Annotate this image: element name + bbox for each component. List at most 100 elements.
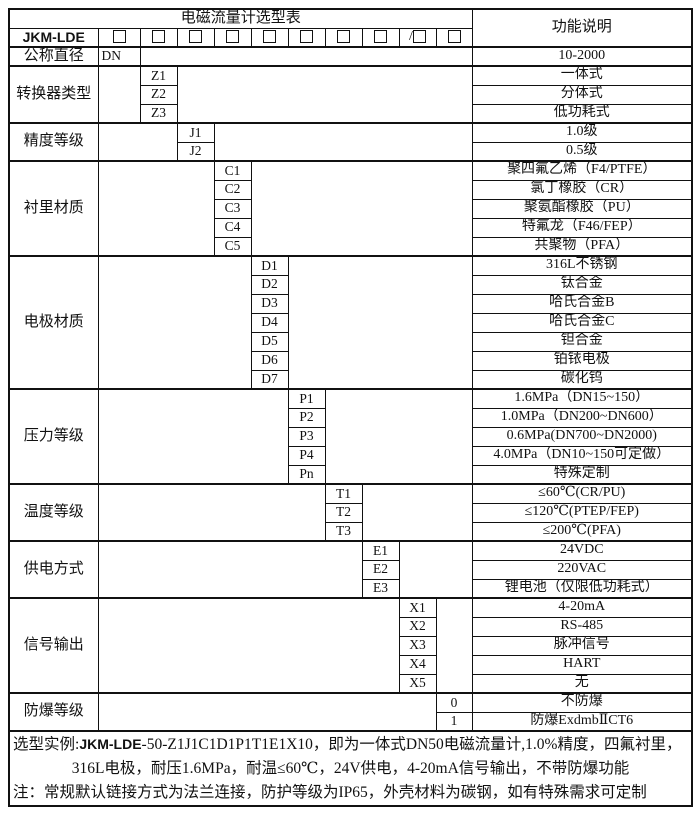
example-model-code: JKM-LDE <box>79 736 142 752</box>
description-cell: 哈氏合金C <box>471 312 693 333</box>
selection-example-line2: 316L电极，耐压1.6MPa，耐温≤60℃，24V供电，4-20mA信号输出，… <box>71 760 630 777</box>
checkbox-cell: / <box>398 27 437 48</box>
description-cell: 1.0级 <box>471 122 693 143</box>
description-cell: 共聚物（PFA） <box>471 236 693 257</box>
model-label: JKM-LDE <box>8 27 99 48</box>
code-cell: Z3 <box>139 103 178 124</box>
code-cell: Z2 <box>139 84 178 105</box>
description-cell: 哈氏合金B <box>471 293 693 314</box>
code-cell: X5 <box>398 673 437 694</box>
description-cell: 316L不锈钢 <box>471 255 693 276</box>
description-cell: 4-20mA <box>471 597 693 618</box>
spacer-cell <box>97 65 141 124</box>
category-label: 精度等级 <box>8 122 99 162</box>
description-cell: 特殊定制 <box>471 464 693 485</box>
code-cell: X1 <box>398 597 437 618</box>
spacer-cell <box>324 388 473 485</box>
category-label: 电极材质 <box>8 255 99 390</box>
code-cell: X2 <box>398 616 437 637</box>
code-cell: DN <box>97 46 141 67</box>
code-cell: E2 <box>361 559 400 580</box>
description-cell: 10-2000 <box>471 46 693 67</box>
description-cell: 聚四氟乙烯（F4/PTFE） <box>471 160 693 181</box>
description-cell: 特氟龙（F46/FEP） <box>471 217 693 238</box>
checkbox-icon <box>374 30 387 44</box>
spacer-cell <box>176 65 473 124</box>
description-cell: 脉冲信号 <box>471 635 693 656</box>
spacer-cell <box>97 597 400 694</box>
code-cell: E3 <box>361 578 400 599</box>
description-cell: 0.6MPa(DN700~DN2000) <box>471 426 693 447</box>
category-label: 压力等级 <box>8 388 99 485</box>
description-cell: 无 <box>471 673 693 694</box>
checkbox-cell <box>287 27 326 48</box>
description-cell: 1.6MPa（DN15~150） <box>471 388 693 409</box>
category-label: 温度等级 <box>8 483 99 542</box>
selection-example-line1: 选型实例:JKM-LDE-50-Z1J1C1D1P1T1E1X10，即为一体式D… <box>13 733 688 757</box>
description-cell: HART <box>471 654 693 675</box>
description-cell: 铂铱电极 <box>471 350 693 371</box>
code-cell: D3 <box>250 293 289 314</box>
checkbox-icon <box>300 30 313 44</box>
checkbox-icon <box>337 30 350 44</box>
code-cell: T2 <box>324 502 363 523</box>
checkbox-icon <box>152 30 165 44</box>
example-rest: -50-Z1J1C1D1P1T1E1X10，即为一体式DN50电磁流量计,1.0… <box>141 736 682 753</box>
slash-prefix: / <box>409 28 413 44</box>
category-label: 衬里材质 <box>8 160 99 257</box>
checkbox-cell <box>435 27 473 48</box>
code-cell: D2 <box>250 274 289 295</box>
description-cell: 1.0MPa（DN200~DN600） <box>471 407 693 428</box>
code-cell: D7 <box>250 369 289 390</box>
description-cell: 氯丁橡胶（CR） <box>471 179 693 200</box>
code-cell: J2 <box>176 141 215 162</box>
spacer-cell <box>97 540 363 599</box>
spacer-cell <box>398 540 473 599</box>
description-cell: ≤60℃(CR/PU) <box>471 483 693 504</box>
code-cell: C4 <box>213 217 252 238</box>
spacer-cell <box>139 46 473 67</box>
example-prefix: 选型实例: <box>13 736 80 753</box>
spacer-cell <box>97 160 215 257</box>
spacer-cell <box>250 160 473 257</box>
spacer-cell <box>361 483 473 542</box>
category-label: 公称直径 <box>8 46 99 67</box>
checkbox-cell <box>139 27 178 48</box>
spacer-cell <box>97 692 437 732</box>
checkbox-icon <box>447 30 461 44</box>
code-cell: C5 <box>213 236 252 257</box>
spacer-cell <box>435 597 473 694</box>
code-cell: P4 <box>287 445 326 466</box>
description-cell: ≤200℃(PFA) <box>471 521 693 542</box>
code-cell: D5 <box>250 331 289 352</box>
code-cell: P3 <box>287 426 326 447</box>
category-label: 防爆等级 <box>8 692 99 732</box>
code-cell: T1 <box>324 483 363 504</box>
checkbox-cell <box>250 27 289 48</box>
code-cell: 1 <box>435 711 473 732</box>
selection-table: 电磁流量计选型表 功能说明 JKM-LDE / 公称直径 DN 10-2000 … <box>8 8 693 807</box>
code-cell: E1 <box>361 540 400 561</box>
table-title: 电磁流量计选型表 <box>8 8 473 29</box>
description-cell: 钽合金 <box>471 331 693 352</box>
default-config-note: 注：常规默认链接方式为法兰连接，防护等级为IP65，外壳材料为碳钢，如有特殊需求… <box>13 784 647 801</box>
description-cell: 碳化钨 <box>471 369 693 390</box>
description-cell: ≤120℃(PTEP/FEP) <box>471 502 693 523</box>
code-cell: P2 <box>287 407 326 428</box>
checkbox-icon <box>112 30 126 44</box>
checkbox-cell <box>213 27 252 48</box>
description-cell: 不防爆 <box>471 692 693 713</box>
notes-cell: 选型实例:JKM-LDE-50-Z1J1C1D1P1T1E1X10，即为一体式D… <box>8 730 693 807</box>
checkbox-icon <box>412 30 426 44</box>
description-cell: 分体式 <box>471 84 693 105</box>
description-cell: 防爆ExdmbⅡCT6 <box>471 711 693 732</box>
code-cell: J1 <box>176 122 215 143</box>
checkbox-cell <box>176 27 215 48</box>
category-label: 转换器类型 <box>8 65 99 124</box>
checkbox-icon <box>226 30 239 44</box>
code-cell: C1 <box>213 160 252 181</box>
code-cell: X3 <box>398 635 437 656</box>
code-cell: Z1 <box>139 65 178 86</box>
spacer-cell <box>97 483 326 542</box>
code-cell: D1 <box>250 255 289 276</box>
